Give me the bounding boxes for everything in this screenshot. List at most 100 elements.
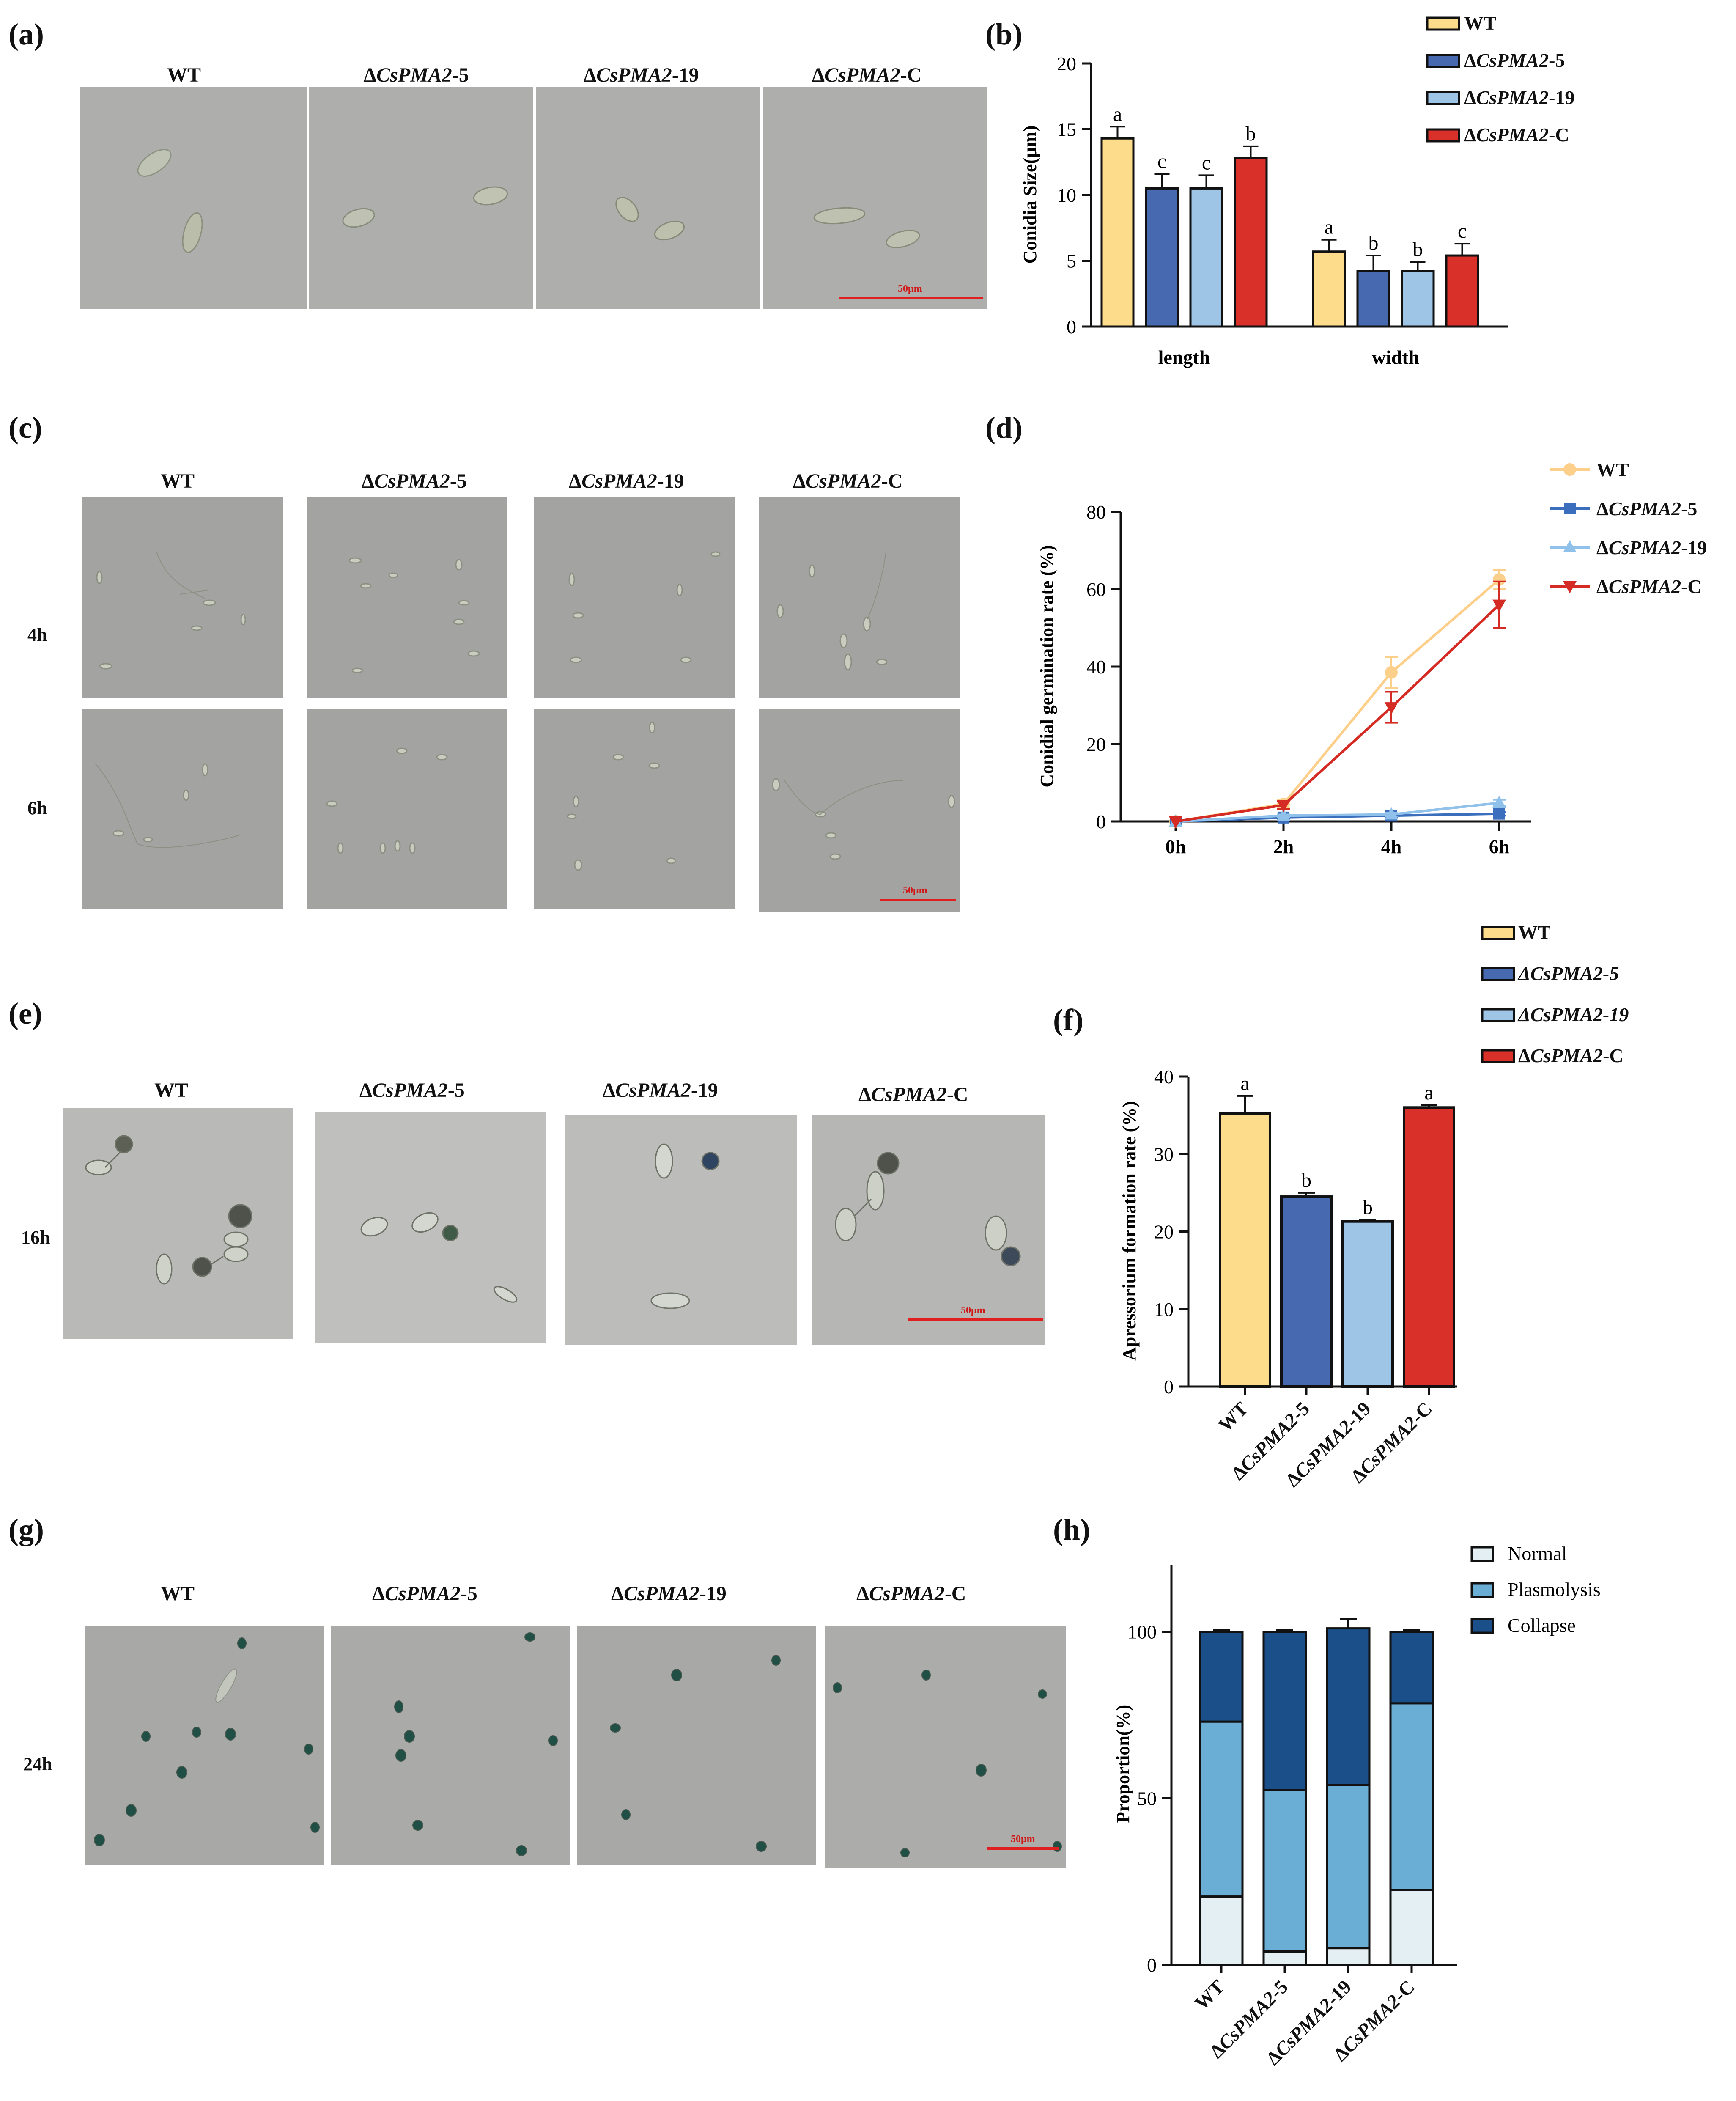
h-bar-segment bbox=[1326, 1947, 1371, 1966]
h-ytick-label: 50 bbox=[1137, 1788, 1157, 1809]
micrograph-g-wt bbox=[85, 1626, 324, 1865]
d-point bbox=[1492, 796, 1506, 808]
f-legend-swatch bbox=[1481, 1049, 1515, 1063]
panel-letter-b: (b) bbox=[985, 17, 1023, 51]
panel-letter-c: (c) bbox=[8, 411, 42, 445]
h-bar-segment bbox=[1326, 1784, 1371, 1950]
label-g-m5: ΔCsPMA2-5 bbox=[372, 1582, 477, 1605]
micrograph-c-wt-4h bbox=[82, 497, 283, 698]
d-xtick-label: 4h bbox=[1381, 836, 1402, 857]
h-legend-swatch bbox=[1470, 1618, 1494, 1634]
d-legend-marker bbox=[1563, 463, 1576, 476]
label-a-c: ΔCsPMA2-C bbox=[812, 64, 922, 86]
d-point bbox=[1492, 599, 1506, 612]
d-point bbox=[1277, 808, 1290, 821]
b-legend-label: ΔCsPMA2-5 bbox=[1464, 49, 1565, 71]
d-ytick-label: 60 bbox=[1086, 579, 1106, 600]
h-bar-segment bbox=[1389, 1889, 1434, 1966]
f-ytick-label: 20 bbox=[1154, 1221, 1174, 1243]
d-point bbox=[1169, 816, 1182, 829]
b-ylabel: Conidia Size(μm) bbox=[1020, 126, 1040, 264]
b-ytick-label: 20 bbox=[1057, 53, 1076, 74]
h-legend-label: Normal bbox=[1508, 1543, 1567, 1564]
label-c-m5: ΔCsPMA2-5 bbox=[362, 470, 467, 492]
label-e-m5: ΔCsPMA2-5 bbox=[359, 1079, 465, 1101]
panel-letter-g: (g) bbox=[8, 1513, 44, 1546]
d-point bbox=[1493, 807, 1505, 820]
b-legend-swatch bbox=[1426, 16, 1460, 31]
h-bar-segment bbox=[1389, 1631, 1434, 1705]
h-legend-label: Plasmolysis bbox=[1508, 1579, 1601, 1600]
f-ytick-label: 0 bbox=[1164, 1376, 1174, 1398]
micrograph-e-c: 50μm bbox=[812, 1115, 1045, 1345]
scale-bar-e bbox=[908, 1318, 1043, 1321]
label-g-wt: WT bbox=[161, 1582, 195, 1605]
panel-letter-a: (a) bbox=[8, 17, 44, 51]
h-ytick-label: 0 bbox=[1147, 1954, 1157, 1976]
scale-text-c: 50μm bbox=[903, 885, 927, 896]
h-bar-segment bbox=[1262, 1950, 1307, 1966]
scale-text-e: 50μm bbox=[961, 1305, 985, 1316]
h-bar-segment bbox=[1199, 1631, 1244, 1723]
micrograph-a-wt bbox=[80, 87, 307, 309]
f-legend-swatch bbox=[1481, 926, 1515, 940]
b-legend-label: ΔCsPMA2-C bbox=[1464, 124, 1569, 146]
row-label-16h: 16h bbox=[21, 1227, 50, 1248]
b-ytick-label: 15 bbox=[1057, 119, 1076, 140]
f-ytick-label: 40 bbox=[1154, 1066, 1174, 1088]
h-xtick-label: WT bbox=[1190, 1976, 1229, 2014]
label-g-m19: ΔCsPMA2-19 bbox=[611, 1582, 727, 1605]
f-sig-letter: a bbox=[1240, 1072, 1249, 1095]
b-bar bbox=[1145, 187, 1179, 328]
f-legend-swatch bbox=[1481, 1008, 1515, 1022]
d-point bbox=[1385, 807, 1398, 820]
micrograph-e-m19 bbox=[565, 1115, 797, 1345]
d-point bbox=[1385, 702, 1398, 715]
f-ylabel: Apressorium formation rate (%) bbox=[1119, 1101, 1140, 1361]
d-ytick-label: 80 bbox=[1086, 501, 1106, 523]
b-ytick-label: 5 bbox=[1067, 250, 1076, 272]
scale-bar-c bbox=[880, 899, 956, 901]
b-bar bbox=[1100, 137, 1135, 328]
scale-text-g: 50μm bbox=[1011, 1834, 1035, 1845]
row-label-4h: 4h bbox=[27, 624, 47, 645]
h-bar-segment bbox=[1389, 1702, 1434, 1891]
b-sig-letter: c bbox=[1202, 151, 1211, 174]
d-legend-label: ΔCsPMA2-19 bbox=[1596, 537, 1707, 558]
f-legend-swatch bbox=[1481, 967, 1515, 981]
label-a-wt: WT bbox=[167, 64, 201, 86]
d-legend-label: WT bbox=[1596, 459, 1629, 481]
row-label-24h: 24h bbox=[23, 1754, 52, 1774]
label-e-m19: ΔCsPMA2-19 bbox=[603, 1079, 718, 1101]
b-sig-letter: a bbox=[1113, 103, 1122, 125]
micrograph-g-c: 50μm bbox=[825, 1626, 1066, 1868]
d-point bbox=[1277, 800, 1290, 813]
b-sig-letter: b bbox=[1413, 239, 1423, 261]
d-legend-marker bbox=[1563, 540, 1577, 552]
d-ylabel: Conidial germination rate (%) bbox=[1037, 545, 1057, 787]
micrograph-c-m5-6h bbox=[307, 709, 507, 909]
f-legend-label: WT bbox=[1518, 922, 1551, 943]
label-c-wt: WT bbox=[161, 470, 195, 492]
f-bar bbox=[1403, 1106, 1455, 1388]
f-legend-label: ΔCsPMA2-C bbox=[1518, 1045, 1624, 1066]
b-bar bbox=[1356, 270, 1390, 328]
panel-letter-f: (f) bbox=[1053, 1003, 1083, 1037]
d-point bbox=[1385, 666, 1398, 679]
micrograph-c-m19-6h bbox=[534, 709, 735, 909]
scale-text-a: 50μm bbox=[898, 283, 922, 294]
f-sig-letter: b bbox=[1363, 1196, 1373, 1219]
b-legend-swatch bbox=[1426, 54, 1460, 68]
h-legend-swatch bbox=[1470, 1582, 1494, 1598]
d-series-line bbox=[1175, 802, 1500, 823]
d-ytick-label: 20 bbox=[1086, 733, 1106, 755]
panel-letter-d: (d) bbox=[985, 411, 1023, 445]
panel-letter-e: (e) bbox=[8, 997, 42, 1030]
d-legend-marker bbox=[1563, 581, 1577, 593]
scale-bar-a bbox=[839, 297, 983, 299]
label-e-c: ΔCsPMA2-C bbox=[858, 1083, 968, 1106]
d-series-line bbox=[1175, 604, 1500, 823]
micrograph-a-m5 bbox=[309, 87, 533, 309]
